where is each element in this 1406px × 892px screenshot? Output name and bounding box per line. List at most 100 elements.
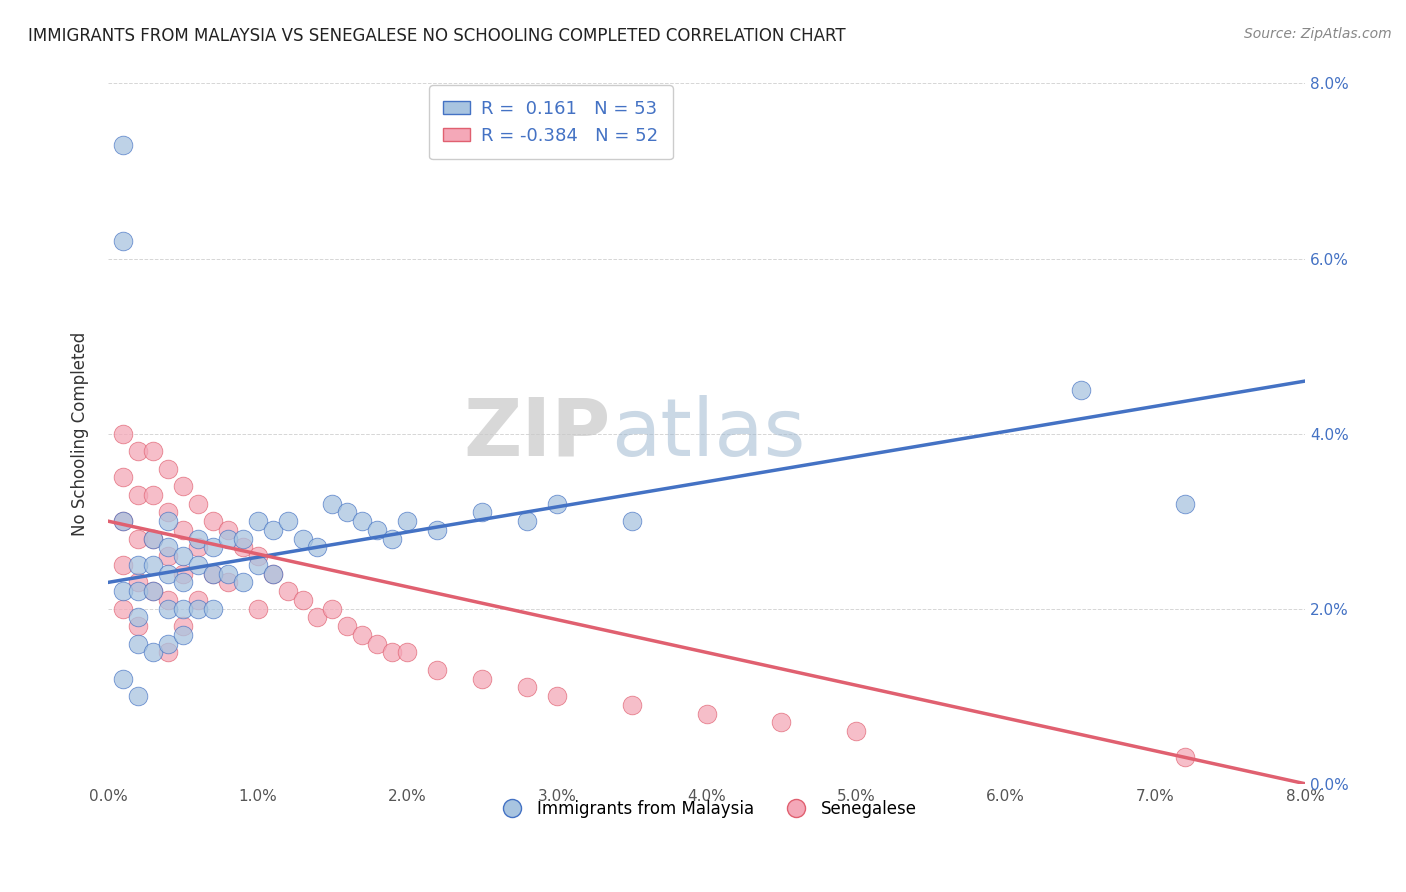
Point <box>620 698 643 712</box>
Point <box>321 497 343 511</box>
Point <box>156 566 179 581</box>
Point <box>770 715 793 730</box>
Text: IMMIGRANTS FROM MALAYSIA VS SENEGALESE NO SCHOOLING COMPLETED CORRELATION CHART: IMMIGRANTS FROM MALAYSIA VS SENEGALESE N… <box>28 27 846 45</box>
Point <box>142 532 165 546</box>
Point <box>232 532 254 546</box>
Point <box>277 514 299 528</box>
Point <box>262 566 284 581</box>
Point <box>201 566 224 581</box>
Point <box>336 619 359 633</box>
Point <box>142 558 165 572</box>
Point <box>381 645 404 659</box>
Point <box>127 444 149 458</box>
Point <box>546 689 568 703</box>
Point <box>156 637 179 651</box>
Point <box>516 514 538 528</box>
Point <box>232 541 254 555</box>
Point <box>1174 750 1197 764</box>
Point <box>352 514 374 528</box>
Point <box>187 601 209 615</box>
Point <box>111 672 134 686</box>
Point <box>156 541 179 555</box>
Point <box>246 601 269 615</box>
Point <box>187 593 209 607</box>
Point <box>246 558 269 572</box>
Point <box>172 601 194 615</box>
Point <box>127 619 149 633</box>
Point <box>142 584 165 599</box>
Point <box>142 488 165 502</box>
Point <box>142 645 165 659</box>
Y-axis label: No Schooling Completed: No Schooling Completed <box>72 332 89 536</box>
Point <box>127 610 149 624</box>
Point <box>201 514 224 528</box>
Point <box>127 584 149 599</box>
Point <box>307 610 329 624</box>
Point <box>127 637 149 651</box>
Point <box>321 601 343 615</box>
Point <box>262 566 284 581</box>
Point <box>217 575 239 590</box>
Point <box>217 523 239 537</box>
Point <box>187 541 209 555</box>
Point <box>291 532 314 546</box>
Point <box>127 575 149 590</box>
Point <box>156 593 179 607</box>
Point <box>471 505 494 519</box>
Point <box>172 549 194 563</box>
Point <box>1070 383 1092 397</box>
Point <box>291 593 314 607</box>
Text: atlas: atlas <box>610 394 806 473</box>
Point <box>111 558 134 572</box>
Point <box>127 488 149 502</box>
Point <box>262 523 284 537</box>
Point <box>156 505 179 519</box>
Point <box>156 461 179 475</box>
Point <box>127 558 149 572</box>
Point <box>516 681 538 695</box>
Point <box>156 549 179 563</box>
Point <box>546 497 568 511</box>
Point <box>277 584 299 599</box>
Point <box>246 514 269 528</box>
Point <box>366 523 388 537</box>
Point <box>187 532 209 546</box>
Point <box>172 575 194 590</box>
Point <box>172 479 194 493</box>
Point <box>156 645 179 659</box>
Point <box>187 558 209 572</box>
Point <box>127 689 149 703</box>
Point <box>111 584 134 599</box>
Legend: Immigrants from Malaysia, Senegalese: Immigrants from Malaysia, Senegalese <box>489 793 924 824</box>
Point <box>366 637 388 651</box>
Point <box>426 523 449 537</box>
Point <box>201 541 224 555</box>
Point <box>142 444 165 458</box>
Point <box>127 532 149 546</box>
Point <box>142 584 165 599</box>
Point <box>696 706 718 721</box>
Point <box>172 566 194 581</box>
Point <box>172 628 194 642</box>
Point <box>201 566 224 581</box>
Point <box>307 541 329 555</box>
Point <box>111 514 134 528</box>
Text: ZIP: ZIP <box>464 394 610 473</box>
Point <box>187 497 209 511</box>
Point <box>111 426 134 441</box>
Point <box>111 234 134 248</box>
Point <box>156 514 179 528</box>
Point <box>156 601 179 615</box>
Point <box>1174 497 1197 511</box>
Point <box>336 505 359 519</box>
Point <box>620 514 643 528</box>
Point <box>396 514 419 528</box>
Text: Source: ZipAtlas.com: Source: ZipAtlas.com <box>1244 27 1392 41</box>
Point <box>381 532 404 546</box>
Point <box>111 470 134 484</box>
Point <box>217 532 239 546</box>
Point <box>471 672 494 686</box>
Point <box>217 566 239 581</box>
Point <box>142 532 165 546</box>
Point <box>201 601 224 615</box>
